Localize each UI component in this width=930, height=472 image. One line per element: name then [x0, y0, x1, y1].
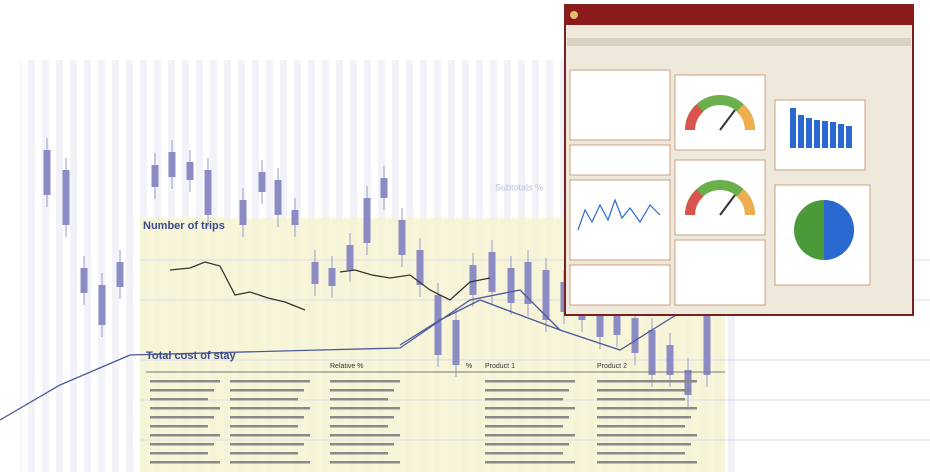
- candle-body: [99, 285, 106, 325]
- row-placeholder: [485, 398, 563, 401]
- row-placeholder: [230, 434, 310, 437]
- candle-body: [187, 162, 194, 180]
- row-placeholder: [150, 407, 220, 410]
- candle-body: [489, 252, 496, 292]
- row-placeholder: [597, 398, 685, 401]
- row-placeholder: [150, 443, 214, 446]
- candle-body: [704, 315, 711, 375]
- row-placeholder: [330, 461, 400, 464]
- candle-body: [364, 198, 371, 243]
- row-placeholder: [485, 434, 575, 437]
- row-placeholder: [230, 416, 304, 419]
- row-placeholder: [485, 380, 575, 383]
- row-placeholder: [230, 398, 298, 401]
- collage: Number of trips Total cost of stay Subto…: [0, 0, 930, 472]
- row-placeholder: [330, 380, 400, 383]
- trips-title: Number of trips: [143, 220, 225, 232]
- row-placeholder: [485, 407, 575, 410]
- row-placeholder: [597, 452, 685, 455]
- row-placeholder: [485, 425, 563, 428]
- row-placeholder: [485, 452, 563, 455]
- candle-body: [292, 210, 299, 225]
- row-placeholder: [597, 407, 697, 410]
- row-placeholder: [150, 389, 214, 392]
- table-header: %: [466, 363, 472, 370]
- candle-body: [649, 330, 656, 375]
- subtotals-label: Subtotals %: [495, 182, 543, 192]
- row-placeholder: [330, 407, 400, 410]
- row-placeholder: [230, 452, 298, 455]
- table-header: Product 1: [485, 363, 515, 370]
- row-placeholder: [485, 389, 569, 392]
- candle-body: [275, 180, 282, 215]
- row-placeholder: [597, 461, 697, 464]
- cost-title: Total cost of stay: [146, 350, 237, 362]
- row-placeholder: [330, 452, 388, 455]
- row-placeholder: [150, 452, 208, 455]
- row-placeholder: [330, 398, 388, 401]
- candle-body: [81, 268, 88, 293]
- row-placeholder: [485, 443, 569, 446]
- row-placeholder: [597, 425, 685, 428]
- candle-body: [205, 170, 212, 215]
- candle-body: [152, 165, 159, 187]
- row-placeholder: [230, 443, 304, 446]
- candle-body: [117, 262, 124, 287]
- row-placeholder: [150, 461, 220, 464]
- candle-body: [667, 345, 674, 375]
- row-placeholder: [150, 398, 208, 401]
- row-placeholder: [150, 380, 220, 383]
- row-placeholder: [230, 461, 310, 464]
- row-placeholder: [330, 434, 400, 437]
- row-placeholder: [330, 425, 388, 428]
- row-placeholder: [597, 434, 697, 437]
- candle-body: [259, 172, 266, 192]
- candle-body: [632, 318, 639, 353]
- row-placeholder: [597, 416, 691, 419]
- row-placeholder: [485, 416, 569, 419]
- row-placeholder: [597, 380, 697, 383]
- candle-body: [347, 245, 354, 270]
- candle-body: [381, 178, 388, 198]
- table-header: Product 2: [597, 363, 627, 370]
- row-placeholder: [230, 389, 304, 392]
- row-placeholder: [150, 425, 208, 428]
- row-placeholder: [597, 443, 691, 446]
- candle-body: [329, 268, 336, 286]
- row-placeholder: [330, 443, 394, 446]
- row-placeholder: [230, 407, 310, 410]
- candle-body: [508, 268, 515, 303]
- row-placeholder: [485, 461, 575, 464]
- candle-body: [63, 170, 70, 225]
- row-placeholder: [230, 425, 298, 428]
- candle-body: [44, 150, 51, 195]
- dashboard-window: [565, 5, 913, 315]
- row-placeholder: [230, 380, 310, 383]
- row-placeholder: [330, 389, 394, 392]
- table-header: Relative %: [330, 363, 363, 370]
- row-placeholder: [330, 416, 394, 419]
- row-placeholder: [150, 434, 220, 437]
- page: Number of trips Total cost of stay Subto…: [0, 0, 930, 472]
- candle-body: [435, 295, 442, 355]
- candle-body: [417, 250, 424, 285]
- candle-body: [399, 220, 406, 255]
- candle-body: [240, 200, 247, 225]
- candle-body: [312, 262, 319, 284]
- candle-body: [453, 320, 460, 365]
- row-placeholder: [597, 389, 691, 392]
- row-placeholder: [150, 416, 214, 419]
- candle-body: [543, 270, 550, 320]
- candle-body: [169, 152, 176, 177]
- candle-body: [470, 265, 477, 295]
